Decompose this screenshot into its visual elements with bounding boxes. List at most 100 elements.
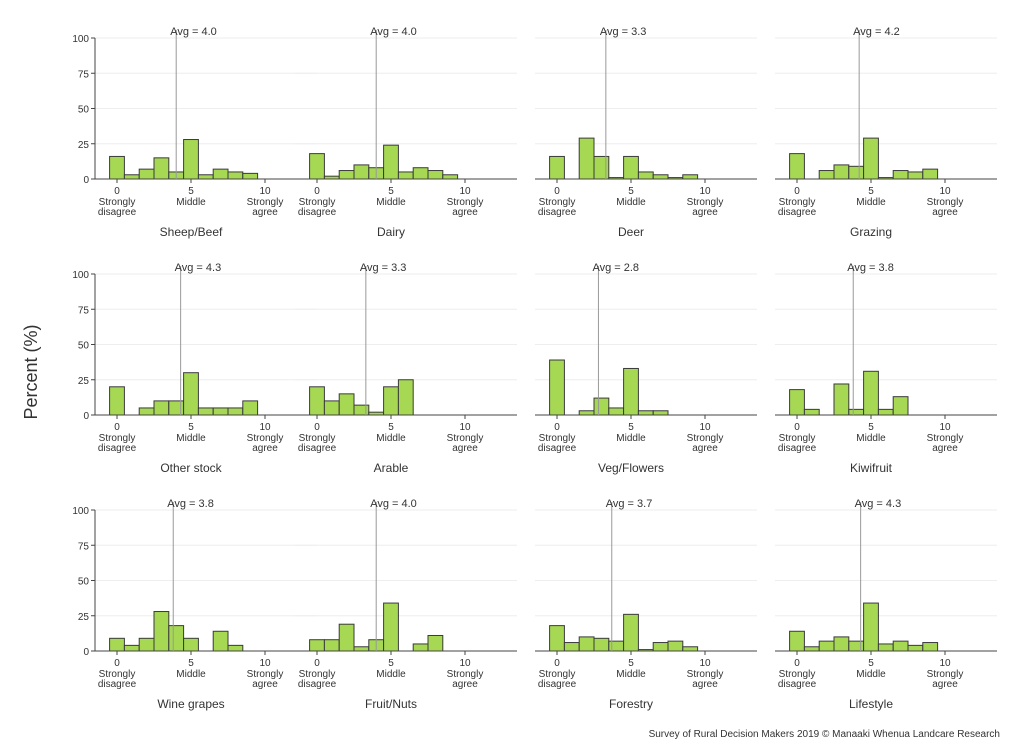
bar	[353, 404, 370, 416]
bar	[608, 640, 625, 652]
avg-label: Avg = 4.0	[370, 498, 417, 510]
bar	[227, 407, 244, 416]
x-tick-label: 0	[554, 422, 560, 433]
bar	[212, 168, 229, 180]
x-tick-label: 10	[459, 186, 471, 197]
bar	[789, 389, 805, 416]
bar	[227, 171, 244, 180]
panel-title: Grazing	[850, 225, 892, 239]
bar	[549, 359, 565, 416]
x-tick-label: 0	[314, 422, 320, 433]
bar	[383, 602, 399, 652]
bar	[138, 168, 155, 180]
x-sublabel-right: Strongly	[687, 197, 724, 208]
bar	[652, 642, 669, 652]
bar	[892, 640, 909, 652]
avg-label: Avg = 4.0	[170, 26, 217, 38]
bar	[922, 642, 939, 652]
x-sublabel-right: Strongly	[687, 669, 724, 680]
x-tick-label: 10	[259, 186, 271, 197]
avg-label: Avg = 2.8	[592, 262, 639, 274]
x-tick-label: 0	[314, 658, 320, 669]
x-tick-label: 0	[794, 422, 800, 433]
avg-label: Avg = 4.3	[175, 262, 222, 274]
x-sublabel-left: disagree	[298, 679, 337, 690]
x-tick-label: 10	[699, 658, 711, 669]
bar	[183, 637, 199, 652]
x-tick-label: 10	[459, 422, 471, 433]
bar	[833, 164, 850, 180]
x-sublabel-left: disagree	[538, 679, 577, 690]
y-tick-label: 25	[78, 612, 90, 623]
x-sublabel-right: agree	[452, 443, 478, 454]
x-sublabel-middle: Middle	[176, 669, 206, 680]
bar	[168, 625, 185, 652]
x-sublabel-middle: Middle	[176, 197, 206, 208]
bar	[338, 393, 355, 416]
x-sublabel-left: Strongly	[779, 669, 816, 680]
x-sublabel-middle: Middle	[376, 433, 406, 444]
bar	[652, 174, 669, 180]
x-sublabel-right: Strongly	[447, 669, 484, 680]
y-tick-label: 25	[78, 376, 90, 387]
bar	[593, 637, 610, 652]
bar	[338, 623, 355, 652]
x-sublabel-left: Strongly	[99, 197, 136, 208]
x-sublabel-right: Strongly	[447, 433, 484, 444]
y-tick-label: 50	[78, 341, 90, 352]
x-sublabel-left: disagree	[778, 443, 817, 454]
x-sublabel-left: disagree	[778, 207, 817, 218]
x-tick-label: 10	[699, 186, 711, 197]
x-sublabel-left: disagree	[538, 207, 577, 218]
bar	[803, 646, 820, 652]
bar	[138, 637, 155, 652]
bar	[397, 379, 414, 416]
x-sublabel-left: Strongly	[99, 433, 136, 444]
y-tick-label: 0	[83, 175, 89, 186]
bar	[427, 170, 444, 180]
bar	[818, 170, 835, 180]
bar	[623, 613, 639, 652]
bar	[153, 611, 170, 652]
bar	[338, 170, 355, 180]
bar	[412, 643, 429, 652]
panel-title: Lifestyle	[849, 697, 893, 711]
bar	[309, 386, 325, 416]
panel-title: Kiwifruit	[850, 461, 893, 475]
x-sublabel-middle: Middle	[856, 433, 886, 444]
x-sublabel-left: disagree	[98, 443, 137, 454]
x-sublabel-left: disagree	[538, 443, 577, 454]
bar	[907, 171, 924, 180]
source-note: Survey of Rural Decision Makers 2019 © M…	[649, 729, 1000, 740]
bar	[183, 372, 199, 416]
x-tick-label: 10	[939, 186, 951, 197]
bar	[892, 170, 909, 180]
y-tick-label: 0	[83, 411, 89, 422]
x-sublabel-right: Strongly	[927, 669, 964, 680]
panel-title: Wine grapes	[157, 697, 224, 711]
bar	[153, 400, 170, 416]
bar	[197, 174, 214, 180]
bar	[652, 410, 669, 416]
x-sublabel-right: agree	[932, 443, 958, 454]
x-sublabel-right: Strongly	[247, 433, 284, 444]
x-tick-label: 5	[868, 186, 874, 197]
x-sublabel-left: Strongly	[779, 433, 816, 444]
x-sublabel-left: Strongly	[299, 433, 336, 444]
bar	[848, 640, 865, 652]
x-sublabel-right: Strongly	[447, 197, 484, 208]
x-sublabel-right: agree	[692, 207, 718, 218]
x-tick-label: 5	[188, 422, 194, 433]
bar	[789, 630, 805, 652]
x-tick-label: 5	[388, 186, 394, 197]
bar	[212, 407, 229, 416]
avg-label: Avg = 4.0	[370, 26, 417, 38]
y-tick-label: 100	[72, 34, 89, 45]
avg-label: Avg = 3.3	[360, 262, 407, 274]
x-sublabel-left: disagree	[298, 443, 337, 454]
